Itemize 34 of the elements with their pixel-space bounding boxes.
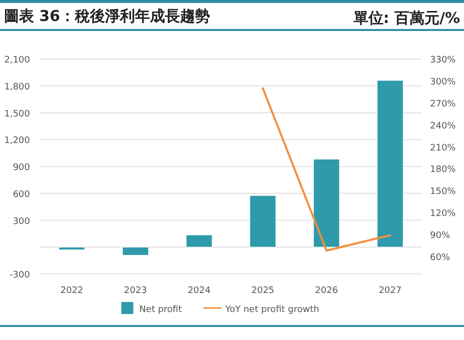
bar (58, 246, 86, 250)
y-tick-label: 1,800 (4, 82, 30, 92)
y2-tick-label: 300% (430, 77, 456, 88)
y-tick-label: -300 (10, 270, 30, 280)
chart-subtitle: 單位: 百萬元/% (352, 9, 460, 27)
y2-tick-label: 210% (430, 143, 456, 154)
y2-tick-label: 240% (430, 121, 456, 132)
x-tick-label: 2025 (251, 286, 274, 296)
legend-label: Net profit (139, 305, 182, 315)
legend-label: YoY net profit growth (224, 305, 320, 315)
y-tick-label: 900 (12, 163, 30, 173)
y2-tick-label: 180% (430, 165, 456, 176)
x-tick-label: 2024 (188, 286, 211, 296)
y2-tick-label: 330% (430, 56, 456, 66)
x-tick-label: 2026 (315, 286, 338, 296)
y-tick-label: 1,500 (4, 109, 30, 120)
chart-title: 圖表 36：稅後淨利年成長趨勢 (4, 7, 210, 25)
y2-tick-label: 150% (430, 187, 456, 198)
y-tick-label: 1,200 (4, 136, 30, 146)
bar (376, 80, 404, 248)
y-tick-label: 300 (12, 216, 30, 227)
x-tick-label: 2023 (124, 286, 147, 296)
x-tick-label: 2027 (378, 286, 402, 296)
bar (250, 195, 276, 248)
y2-tick-label: 90% (430, 231, 450, 242)
bar (313, 158, 340, 248)
y2-tick-label: 270% (430, 99, 456, 110)
y-tick-label: 2,100 (4, 56, 30, 66)
y-tick-label: 600 (12, 190, 30, 200)
x-tick-label: 2022 (60, 286, 84, 296)
bar (186, 234, 212, 248)
y2-tick-label: 120% (430, 209, 456, 220)
y2-tick-label: 60% (430, 252, 450, 263)
bar (122, 246, 149, 256)
